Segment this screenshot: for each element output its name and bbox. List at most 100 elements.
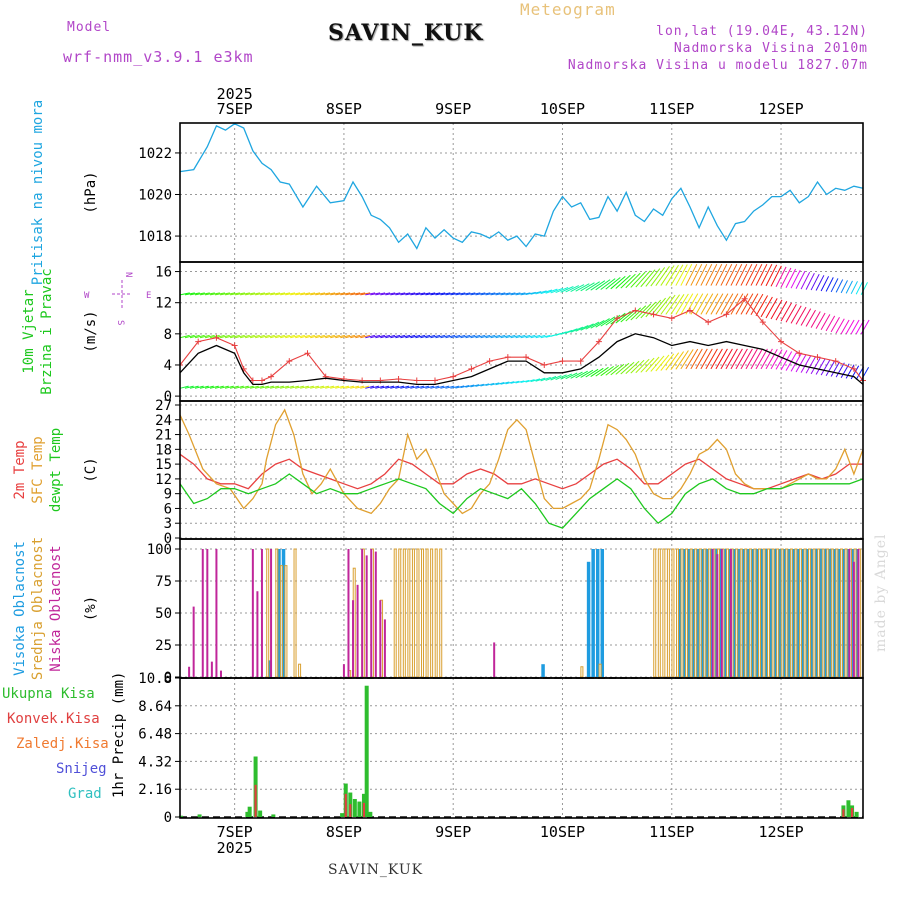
wind-gust-marker-7	[268, 373, 275, 380]
wind-barb-382	[720, 348, 733, 370]
wind-barb-120	[780, 267, 792, 288]
cloud-bar-0-15	[709, 549, 714, 677]
ytick-label-precip-2: 4.32	[138, 754, 172, 770]
model-altitude-label: Nadmorska Visina u modelu 1827.07m	[567, 58, 868, 73]
wind-barb-147	[229, 334, 240, 339]
wind-gust-marker-1	[195, 338, 202, 345]
panel-unit-cloud: (%)	[83, 596, 99, 621]
wind-barb-128	[820, 276, 830, 292]
wind-barb-47	[415, 292, 426, 296]
wind-barb-73	[545, 288, 558, 294]
wind-barb-397	[795, 354, 807, 373]
precip-bar-0-18	[854, 811, 859, 817]
cloud-bar-0-5	[591, 549, 595, 677]
wind-barb-124	[800, 271, 811, 290]
wind-barb-291	[265, 385, 275, 389]
wind-barb-184	[415, 334, 426, 339]
wind-barb-302	[320, 385, 330, 389]
wind-barb-165	[320, 334, 331, 339]
panel-ylabel-wind-1: Brzina i Pravac	[39, 268, 55, 394]
wind-barb-209	[540, 334, 551, 339]
wind-barb-338	[500, 381, 510, 385]
wind-barb-305	[335, 385, 345, 389]
wind-barb-133	[845, 280, 853, 294]
cloud-bar-0-26	[759, 549, 764, 677]
wind-barb-400	[810, 357, 821, 375]
cloud-bar-1-62	[826, 548, 830, 678]
ytick-label-precip-4: 8.64	[138, 699, 172, 715]
wind-barb-6	[209, 292, 220, 296]
wind-gust-marker-3	[231, 342, 238, 349]
wind-barb-107	[715, 263, 728, 286]
cloud-bar-0-13	[700, 549, 705, 677]
wind-barb-158	[285, 334, 296, 339]
wind-barb-390	[760, 348, 773, 370]
wind-barb-208	[535, 334, 546, 339]
top-day-label-5: 12SEP	[758, 100, 803, 118]
wind-barb-341	[515, 380, 525, 384]
cloud-bar-0-47	[855, 549, 859, 677]
panel-ylabel-pressure-0: Pritisak na nivou mora	[30, 100, 46, 285]
top-day-label-1: 8SEP	[326, 100, 362, 118]
wind-barb-258	[785, 303, 797, 323]
cloud-bar-1-59	[812, 548, 816, 678]
wind-barb-367	[645, 356, 660, 373]
wind-barb-11	[234, 292, 246, 296]
wind-barb-27	[315, 292, 326, 296]
cloud-bar-0-1	[277, 549, 281, 677]
wind-barb-267	[830, 317, 840, 333]
wind-barb-180	[395, 334, 406, 339]
wind-barb-391	[765, 348, 778, 370]
wind-barb-364	[630, 359, 645, 374]
wind-gust-marker-31	[705, 319, 712, 326]
cloud-bar-1-53	[785, 548, 789, 678]
wind-barb-342	[520, 379, 530, 384]
wind-barb-240	[695, 293, 709, 315]
cloud-bar-1-35	[703, 548, 707, 678]
cloud-bar-1-18	[425, 548, 429, 678]
cloud-bar-0-2	[281, 549, 286, 677]
wind-barb-294	[280, 385, 290, 389]
precip-bar-0-2	[245, 811, 250, 817]
wind-barb-399	[805, 356, 817, 374]
wind-barb-358	[600, 365, 614, 377]
wind-barb-93	[645, 268, 661, 287]
wind-speed-line	[179, 333, 864, 386]
cloud-bar-0-10	[687, 549, 691, 677]
wind-barb-143	[209, 334, 220, 339]
wind-barb-207	[530, 334, 541, 339]
wind-barb-46	[410, 292, 421, 296]
wind-barb-83	[595, 279, 611, 291]
top-year-label: 2025	[217, 85, 253, 103]
bottom-day-label-1: 8SEP	[326, 823, 362, 841]
wind-barb-346	[540, 376, 551, 382]
wind-barb-270	[845, 319, 855, 335]
wind-barb-251	[750, 293, 764, 316]
wind-barb-357	[595, 366, 609, 377]
cloud-bar-0-24	[750, 549, 755, 677]
wind-barb-118	[770, 265, 782, 287]
wind-barb-312	[370, 385, 380, 389]
ytick-label-precip-5: 10.8	[138, 671, 172, 687]
wind-barb-138	[184, 334, 195, 339]
wind-barb-3	[194, 292, 205, 296]
wind-barb-178	[385, 334, 396, 339]
wind-gust-marker-25	[595, 338, 602, 345]
cloud-bar-0-19	[728, 549, 732, 677]
compass-rose-icon	[112, 280, 132, 308]
wind-barb-385	[735, 348, 748, 370]
wind-gust-marker-32	[723, 311, 730, 318]
cloud-bar-1-0	[266, 548, 270, 678]
wind-barb-227	[630, 305, 647, 321]
wind-barb-155	[270, 334, 280, 339]
cloud-bar-0-35	[800, 549, 805, 677]
precip-bar-1-2	[349, 804, 352, 817]
wind-barb-181	[400, 334, 411, 339]
cloud-bar-1-65	[839, 548, 843, 678]
wind-barb-166	[325, 334, 336, 339]
wind-barb-97	[665, 264, 679, 286]
wind-barb-163	[310, 334, 321, 339]
wind-barb-290	[260, 385, 270, 389]
wind-barb-262	[805, 309, 816, 327]
wind-barb-84	[600, 278, 616, 290]
